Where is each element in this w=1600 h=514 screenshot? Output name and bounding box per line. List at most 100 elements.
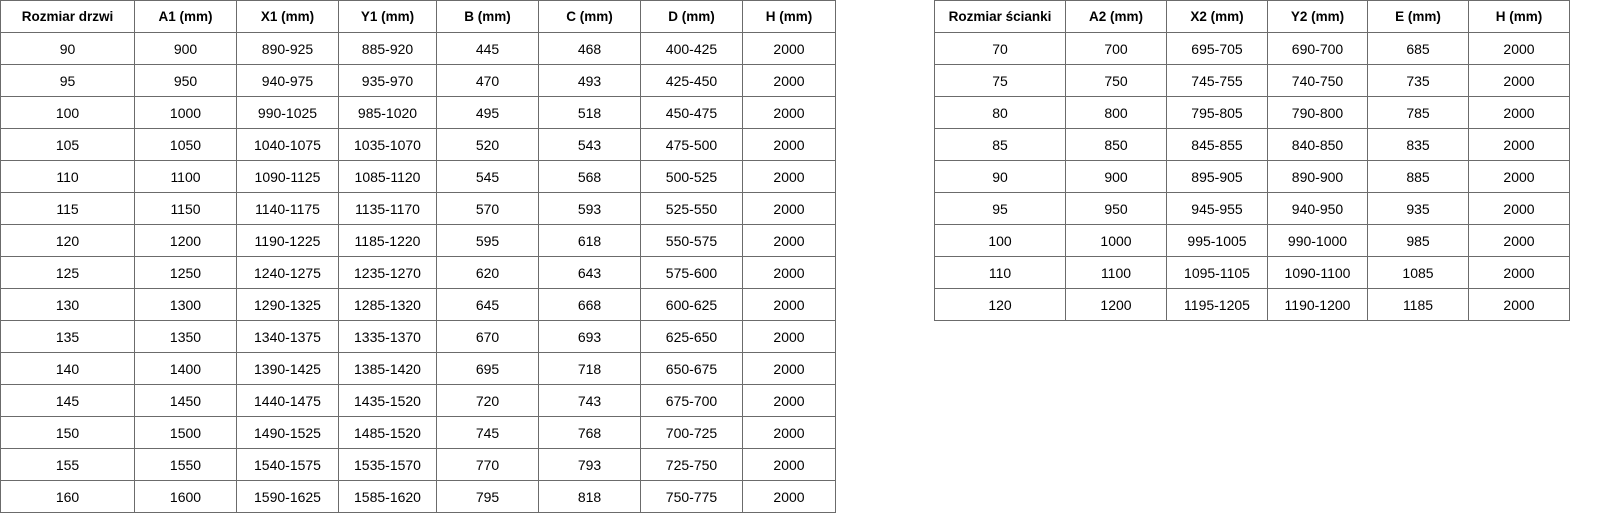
table-cell: 525-550 <box>640 192 743 225</box>
table-cell: 2000 <box>1468 64 1570 97</box>
table-cell: 75 <box>934 64 1066 97</box>
table-cell: 940-975 <box>236 64 339 97</box>
table-cell: 575-600 <box>640 256 743 289</box>
table-cell: 85 <box>934 128 1066 161</box>
table-row: 160 1600 1590-1625 1585-1620 795 818 750-775 20… <box>0 480 836 513</box>
table-cell: 160 <box>0 480 135 513</box>
table-cell: 1440-1475 <box>236 384 339 417</box>
column-header: E (mm) <box>1367 0 1469 33</box>
table-cell: 693 <box>538 320 641 353</box>
table-cell: 1300 <box>134 288 237 321</box>
table-cell: 1100 <box>1065 256 1167 289</box>
table-cell: 1095-1105 <box>1166 256 1268 289</box>
table-cell: 725-750 <box>640 448 743 481</box>
table-cell: 105 <box>0 128 135 161</box>
table-cell: 400-425 <box>640 32 743 65</box>
table-row: 105 1050 1040-1075 1035-1070 520 543 475-500 20… <box>0 128 836 161</box>
table-cell: 718 <box>538 352 641 385</box>
column-header: D (mm) <box>640 0 743 33</box>
table-cell: 1550 <box>134 448 237 481</box>
table-cell: 110 <box>0 160 135 193</box>
table-cell: 568 <box>538 160 641 193</box>
table-row: 95 950 945-955 940-950 935 2000 <box>934 192 1570 225</box>
table-cell: 470 <box>436 64 539 97</box>
table-cell: 1085 <box>1367 256 1469 289</box>
table-cell: 120 <box>0 224 135 257</box>
table-cell: 145 <box>0 384 135 417</box>
table-cell: 70 <box>934 32 1066 65</box>
table-cell: 135 <box>0 320 135 353</box>
table-row: 90 900 895-905 890-900 885 2000 <box>934 160 1570 193</box>
table-cell: 1200 <box>134 224 237 257</box>
table-cell: 1335-1370 <box>338 320 437 353</box>
column-header: Rozmiar ścianki <box>934 0 1066 33</box>
table-cell: 1000 <box>134 96 237 129</box>
table-cell: 2000 <box>742 160 836 193</box>
table-cell: 600-625 <box>640 288 743 321</box>
column-header: Y2 (mm) <box>1267 0 1368 33</box>
wall-dimensions-table: Rozmiar ścianki A2 (mm) X2 (mm) Y2 (mm) E (m… <box>934 0 1570 321</box>
table-cell: 2000 <box>742 448 836 481</box>
table-cell: 1040-1075 <box>236 128 339 161</box>
table-cell: 695-705 <box>1166 32 1268 65</box>
table-cell: 445 <box>436 32 539 65</box>
table-cell: 2000 <box>1468 32 1570 65</box>
table-cell: 743 <box>538 384 641 417</box>
table-cell: 1485-1520 <box>338 416 437 449</box>
table-cell: 995-1005 <box>1166 224 1268 257</box>
table-cell: 570 <box>436 192 539 225</box>
table-row: 125 1250 1240-1275 1235-1270 620 643 575-600 20… <box>0 256 836 289</box>
table-cell: 618 <box>538 224 641 257</box>
table-cell: 1195-1205 <box>1166 288 1268 321</box>
table-row: 90 900 890-925 885-920 445 468 400-425 2000 <box>0 32 836 65</box>
column-header: H (mm) <box>1468 0 1570 33</box>
table-cell: 690-700 <box>1267 32 1368 65</box>
column-header: A1 (mm) <box>134 0 237 33</box>
table-cell: 2000 <box>742 384 836 417</box>
table-cell: 545 <box>436 160 539 193</box>
table-cell: 1250 <box>134 256 237 289</box>
table-cell: 90 <box>934 160 1066 193</box>
door-dimensions-table: Rozmiar drzwi A1 (mm) X1 (mm) Y1 (mm) B (mm)… <box>0 0 836 513</box>
table-cell: 895-905 <box>1166 160 1268 193</box>
table-cell: 900 <box>134 32 237 65</box>
table-cell: 840-850 <box>1267 128 1368 161</box>
table-cell: 1190-1225 <box>236 224 339 257</box>
table-cell: 2000 <box>742 352 836 385</box>
table-cell: 595 <box>436 224 539 257</box>
table-cell: 700-725 <box>640 416 743 449</box>
column-header: X1 (mm) <box>236 0 339 33</box>
table-cell: 900 <box>1065 160 1167 193</box>
table-cell: 1185 <box>1367 288 1469 321</box>
table-cell: 1035-1070 <box>338 128 437 161</box>
table-cell: 550-575 <box>640 224 743 257</box>
table-cell: 935-970 <box>338 64 437 97</box>
table-cell: 1150 <box>134 192 237 225</box>
table-cell: 475-500 <box>640 128 743 161</box>
table-cell: 650-675 <box>640 352 743 385</box>
table-cell: 795 <box>436 480 539 513</box>
table-cell: 1585-1620 <box>338 480 437 513</box>
table-cell: 1350 <box>134 320 237 353</box>
table-cell: 1200 <box>1065 288 1167 321</box>
table-cell: 675-700 <box>640 384 743 417</box>
table-cell: 985-1020 <box>338 96 437 129</box>
table-cell: 1090-1125 <box>236 160 339 193</box>
table-row: 110 1100 1095-1105 1090-1100 1085 2000 <box>934 256 1570 289</box>
table-cell: 793 <box>538 448 641 481</box>
table-row: 145 1450 1440-1475 1435-1520 720 743 675-700 20… <box>0 384 836 417</box>
table-row: 120 1200 1190-1225 1185-1220 595 618 550-575 20… <box>0 224 836 257</box>
table-cell: 2000 <box>742 288 836 321</box>
table-row: 100 1000 990-1025 985-1020 495 518 450-475 2000 <box>0 96 836 129</box>
table-cell: 2000 <box>742 64 836 97</box>
table-cell: 1340-1375 <box>236 320 339 353</box>
table-cell: 850 <box>1065 128 1167 161</box>
table-cell: 593 <box>538 192 641 225</box>
table-cell: 720 <box>436 384 539 417</box>
table-cell: 990-1000 <box>1267 224 1368 257</box>
table-cell: 1135-1170 <box>338 192 437 225</box>
table-cell: 2000 <box>1468 224 1570 257</box>
table-cell: 800 <box>1065 96 1167 129</box>
column-header: H (mm) <box>742 0 836 33</box>
table-row: 150 1500 1490-1525 1485-1520 745 768 700-725 20… <box>0 416 836 449</box>
